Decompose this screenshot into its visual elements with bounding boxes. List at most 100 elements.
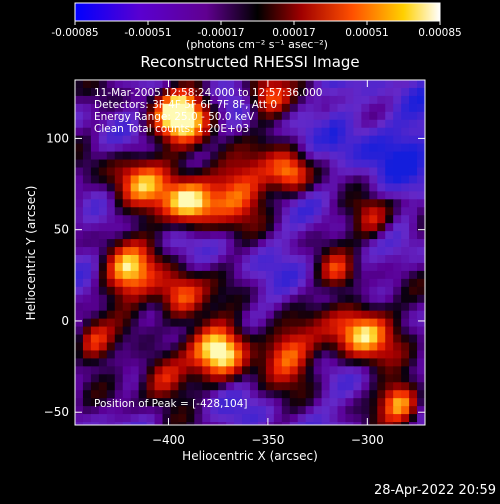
heatmap-cell [401, 111, 410, 121]
heatmap-cell [393, 318, 402, 328]
heatmap-cell [138, 239, 148, 248]
heatmap-cell [234, 350, 243, 359]
heatmap-cell [417, 350, 425, 359]
heatmap-cell [122, 286, 132, 296]
heatmap-cell [281, 318, 291, 328]
heatmap-cell [361, 350, 370, 359]
heatmap-cell [122, 191, 132, 200]
heatmap-cell [202, 103, 211, 113]
heatmap-cell [385, 374, 394, 383]
annotation-energy-range: Energy Range: 25.0 - 50.0 keV [94, 111, 255, 123]
heatmap-cell [194, 414, 203, 423]
heatmap-cell [130, 167, 140, 176]
heatmap-cell [257, 422, 267, 425]
heatmap-cell [297, 111, 307, 121]
heatmap-cell [114, 231, 124, 240]
heatmap-cell [122, 294, 132, 304]
heatmap-cell [130, 302, 140, 312]
heatmap-cell [361, 270, 370, 280]
heatmap-cell [305, 127, 315, 137]
heatmap-cell [393, 278, 402, 288]
heatmap-cell [122, 159, 132, 168]
heatmap-cell [305, 223, 315, 232]
heatmap-cell [82, 294, 92, 304]
heatmap-cell [385, 270, 394, 280]
heatmap-cell [401, 382, 410, 391]
heatmap-cell [234, 382, 243, 391]
heatmap-cell [234, 143, 243, 153]
heatmap-cell [210, 302, 219, 312]
x-tick-label: −300 [351, 433, 384, 447]
heatmap-cell [305, 143, 315, 153]
heatmap-cell [106, 318, 116, 328]
heatmap-cell [369, 175, 378, 184]
heatmap-cell [401, 95, 410, 105]
heatmap-cell [265, 215, 275, 224]
heatmap-cell [130, 183, 140, 192]
heatmap-cell [385, 326, 394, 336]
heatmap-cell [75, 231, 84, 240]
heatmap-cell [265, 262, 275, 272]
heatmap-cell [377, 358, 386, 367]
heatmap-cell [297, 374, 307, 383]
heatmap-cell [178, 223, 187, 232]
colorbar-tick-label: 0.00085 [418, 27, 461, 39]
heatmap-cell [114, 318, 124, 328]
heatmap-cell [146, 382, 156, 391]
heatmap-cell [257, 310, 267, 320]
heatmap-cell [154, 318, 163, 328]
heatmap-cell [313, 286, 323, 296]
heatmap-cell [409, 183, 418, 192]
heatmap-cell [377, 183, 386, 192]
heatmap-cell [385, 390, 394, 399]
heatmap-cell [146, 151, 156, 161]
heatmap-cell [257, 334, 267, 343]
heatmap-cell [130, 374, 140, 383]
heatmap-cell [305, 262, 315, 272]
heatmap-cell [393, 247, 402, 256]
heatmap-cell [297, 215, 307, 224]
heatmap-cell [218, 175, 227, 184]
heatmap-cell [385, 151, 394, 161]
heatmap-cell [289, 127, 299, 137]
heatmap-cell [313, 422, 323, 425]
heatmap-cell [90, 247, 100, 256]
heatmap-cell [401, 215, 410, 224]
heatmap-cell [385, 215, 394, 224]
heatmap-cell [202, 358, 211, 367]
heatmap-cell [178, 262, 187, 272]
heatmap-cell [146, 231, 156, 240]
heatmap-cell [313, 366, 323, 375]
heatmap-cell [353, 207, 362, 216]
heatmap-cell [345, 350, 354, 359]
heatmap-cell [313, 278, 323, 288]
heatmap-cell [257, 143, 267, 153]
heatmap-cell [130, 398, 140, 407]
heatmap-cell [138, 310, 148, 320]
heatmap-cell [273, 207, 283, 216]
heatmap-cell [90, 119, 100, 129]
heatmap-cell [257, 262, 267, 272]
heatmap-cell [281, 366, 291, 375]
heatmap-cell [242, 270, 251, 280]
heatmap-cell [202, 183, 211, 192]
heatmap-cell [194, 143, 203, 153]
heatmap-cell [98, 294, 108, 304]
heatmap-cell [75, 278, 84, 288]
heatmap-cell [242, 398, 251, 407]
heatmap-cell [297, 247, 307, 256]
heatmap-cell [170, 175, 179, 184]
heatmap-cell [281, 80, 291, 89]
heatmap-cell [130, 127, 140, 137]
heatmap-cell [82, 334, 92, 343]
heatmap-cell [194, 255, 203, 264]
heatmap-cell [106, 199, 116, 208]
heatmap-cell [186, 382, 195, 391]
heatmap-cell [242, 414, 251, 423]
heatmap-cell [409, 390, 418, 399]
heatmap-cell [162, 302, 171, 312]
heatmap-cell [242, 302, 251, 312]
heatmap-cell [289, 366, 299, 375]
heatmap-cell [202, 111, 211, 121]
heatmap-cell [393, 175, 402, 184]
